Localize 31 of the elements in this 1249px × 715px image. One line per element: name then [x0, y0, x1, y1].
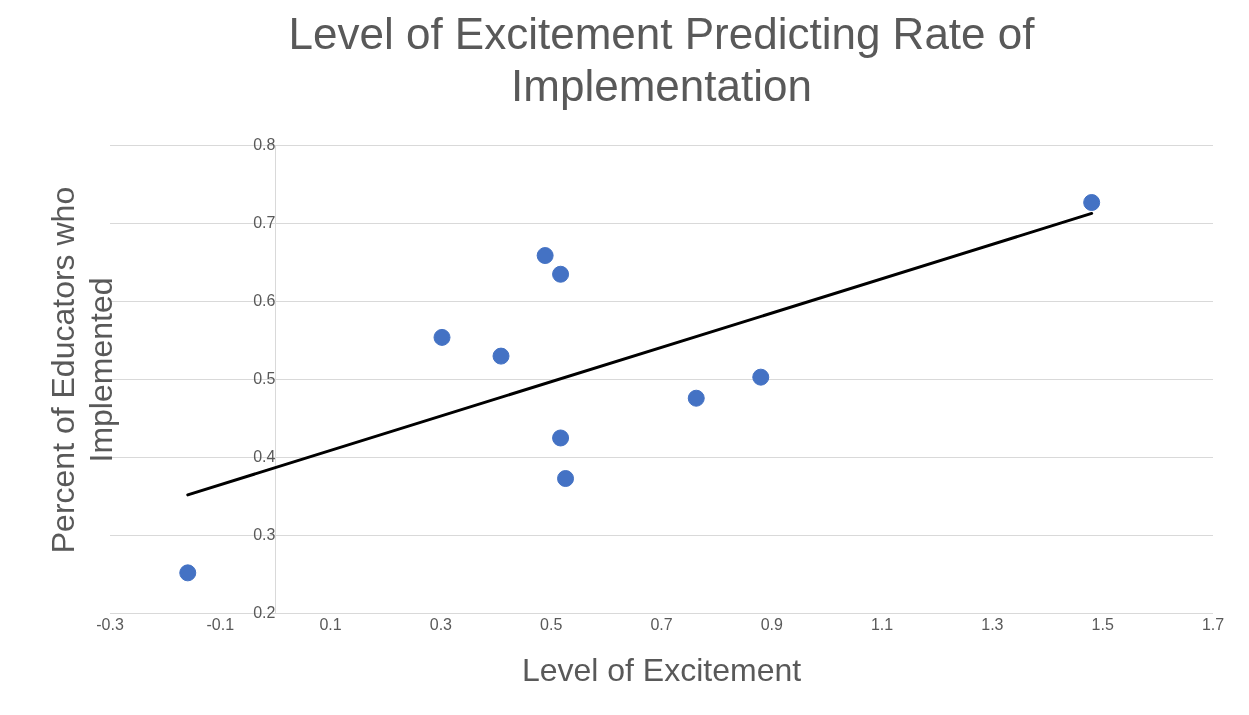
point	[1083, 194, 1101, 212]
y-axis-title: Percent of Educators who Implemented	[44, 185, 120, 556]
x-tick-label: 0.9	[760, 616, 784, 634]
y-tick-label: 0.3	[253, 525, 276, 543]
point	[492, 347, 510, 365]
x-axis-title: Level of Excitement	[521, 651, 802, 688]
x-tick-label: 0.1	[319, 616, 342, 634]
point	[557, 470, 575, 488]
point	[179, 564, 197, 582]
point	[687, 389, 705, 407]
y-tick-label: 0.2	[253, 603, 276, 621]
y-tick-label: 0.8	[253, 136, 276, 154]
x-tick-label: -0.3	[96, 616, 124, 634]
x-tick-label: 1.7	[1201, 616, 1225, 634]
chart-title: Level of Excitement Predicting Rate of Implementation	[288, 8, 1036, 111]
x-tick-label: 1.5	[1091, 616, 1114, 634]
point	[552, 265, 570, 283]
x-tick-label: 1.3	[981, 616, 1004, 634]
x-tick-label: 1.1	[870, 616, 894, 634]
x-tick-label: -0.1	[206, 616, 235, 634]
point	[536, 247, 554, 265]
x-tick-label: 0.5	[540, 616, 563, 634]
x-tick-label: 0.3	[429, 616, 453, 634]
point	[433, 328, 451, 346]
y-tick-label: 0.4	[253, 447, 276, 465]
y-tick-label: 0.6	[253, 291, 276, 309]
point	[552, 429, 570, 447]
y-tick-label: 0.5	[253, 369, 276, 387]
point	[752, 368, 770, 386]
x-tick-label: 0.7	[650, 616, 673, 634]
y-tick-label: 0.7	[253, 213, 276, 231]
